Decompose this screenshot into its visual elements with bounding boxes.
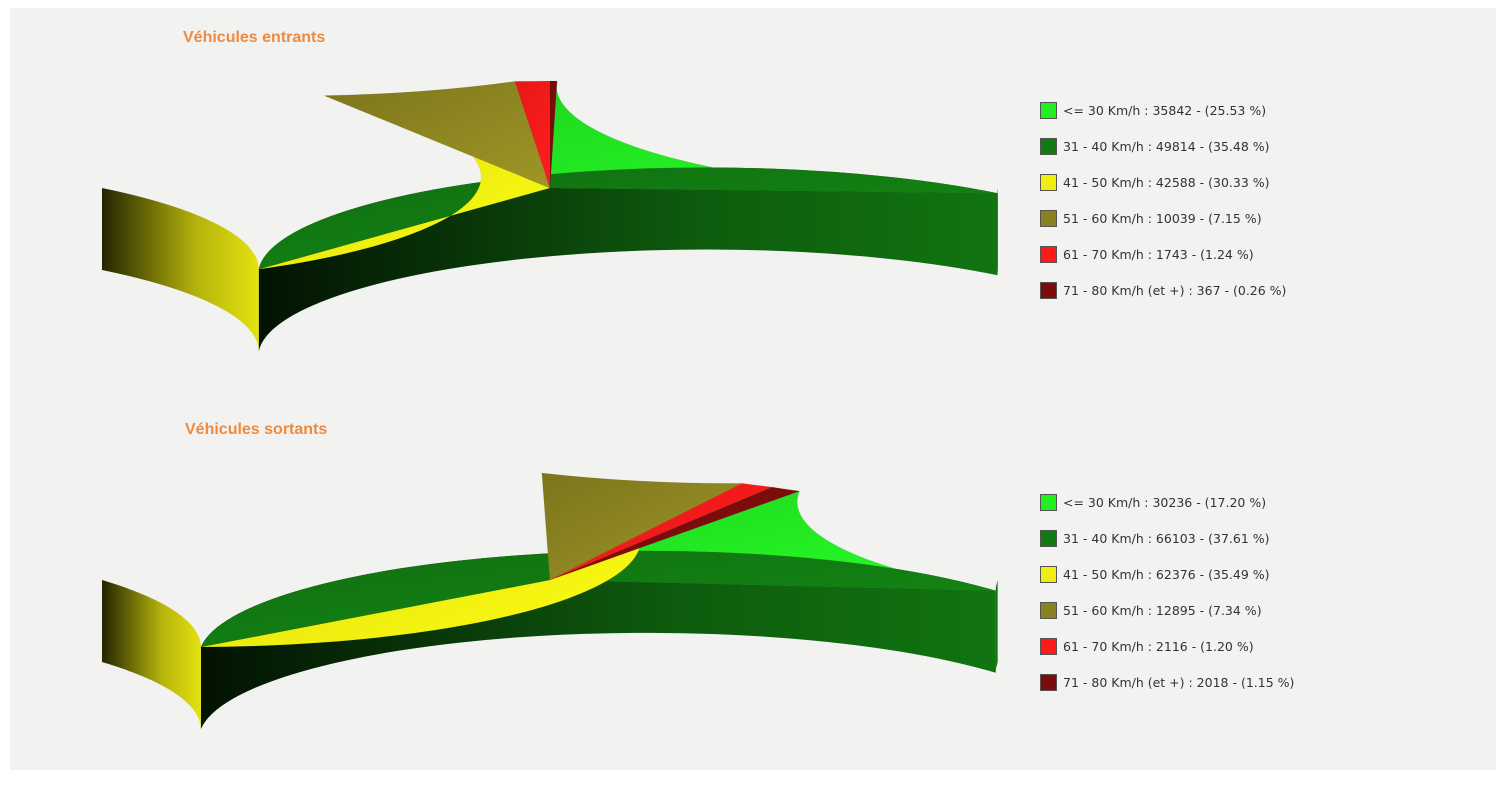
legend-item-0-0: <= 30 Km/h : 35842 - (25.53 %) <box>1040 92 1286 128</box>
legend-item-1-5: 71 - 80 Km/h (et +) : 2018 - (1.15 %) <box>1040 664 1294 700</box>
legend-swatch <box>1040 529 1057 547</box>
legend-label: 51 - 60 Km/h : 10039 - (7.15 %) <box>1063 210 1262 226</box>
legend-label: 41 - 50 Km/h : 62376 - (35.49 %) <box>1063 566 1270 582</box>
pie-chart-entrants <box>102 80 998 352</box>
legend-swatch <box>1040 493 1057 511</box>
pie-slice-1-4 <box>549 483 774 581</box>
pie-slice-1-1 <box>200 550 996 648</box>
legend-entrants: <= 30 Km/h : 35842 - (25.53 %) 31 - 40 Km… <box>1040 92 1286 308</box>
legend-swatch <box>1040 281 1057 299</box>
legend-swatch <box>1040 137 1057 155</box>
pie-slice-0-4 <box>514 80 551 189</box>
legend-item-0-1: 31 - 40 Km/h : 49814 - (35.48 %) <box>1040 128 1286 164</box>
legend-swatch <box>1040 245 1057 263</box>
legend-swatch <box>1040 637 1057 655</box>
legend-label: 41 - 50 Km/h : 42588 - (30.33 %) <box>1063 174 1270 190</box>
legend-item-0-2: 41 - 50 Km/h : 42588 - (30.33 %) <box>1040 164 1286 200</box>
pie-side-0-0 <box>997 188 998 276</box>
pie-slice-0-3 <box>324 80 551 189</box>
legend-item-0-3: 51 - 60 Km/h : 10039 - (7.15 %) <box>1040 200 1286 236</box>
pie-side-1-0 <box>995 580 998 673</box>
legend-label: 31 - 40 Km/h : 49814 - (35.48 %) <box>1063 138 1270 154</box>
pie-chart-sortants <box>102 472 998 730</box>
legend-item-1-1: 31 - 40 Km/h : 66103 - (37.61 %) <box>1040 520 1294 556</box>
legend-label: 61 - 70 Km/h : 2116 - (1.20 %) <box>1063 638 1254 654</box>
pie-slice-0-5 <box>549 80 558 189</box>
legend-item-1-0: <= 30 Km/h : 30236 - (17.20 %) <box>1040 484 1294 520</box>
legend-swatch <box>1040 173 1057 191</box>
legend-item-1-3: 51 - 60 Km/h : 12895 - (7.34 %) <box>1040 592 1294 628</box>
legend-label: 51 - 60 Km/h : 12895 - (7.34 %) <box>1063 602 1262 618</box>
legend-label: 71 - 80 Km/h (et +) : 367 - (0.26 %) <box>1063 282 1287 298</box>
chart-title-entrants: Véhicules entrants <box>183 29 326 46</box>
legend-item-0-5: 71 - 80 Km/h (et +) : 367 - (0.26 %) <box>1040 272 1286 308</box>
legend-label: <= 30 Km/h : 30236 - (17.20 %) <box>1063 494 1267 510</box>
pie-slice-1-5 <box>549 486 800 581</box>
pie-slice-1-3 <box>541 472 743 581</box>
legend-sortants: <= 30 Km/h : 30236 - (17.20 %) 31 - 40 Km… <box>1040 484 1294 700</box>
legend-item-1-4: 61 - 70 Km/h : 2116 - (1.20 %) <box>1040 628 1294 664</box>
legend-swatch <box>1040 209 1057 227</box>
pie-side-0-2 <box>102 188 259 352</box>
chart-title-sortants: Véhicules sortants <box>185 421 328 438</box>
legend-label: <= 30 Km/h : 35842 - (25.53 %) <box>1063 102 1267 118</box>
legend-label: 71 - 80 Km/h (et +) : 2018 - (1.15 %) <box>1063 674 1295 690</box>
legend-swatch <box>1040 673 1057 691</box>
legend-swatch <box>1040 601 1057 619</box>
pie-side-1-2 <box>102 580 201 730</box>
legend-label: 61 - 70 Km/h : 1743 - (1.24 %) <box>1063 246 1254 262</box>
legend-swatch <box>1040 101 1057 119</box>
chart-panel: Véhicules entrants <= 30 Km/h : 35842 - … <box>10 8 1496 770</box>
legend-item-1-2: 41 - 50 Km/h : 62376 - (35.49 %) <box>1040 556 1294 592</box>
legend-label: 31 - 40 Km/h : 66103 - (37.61 %) <box>1063 530 1270 546</box>
legend-swatch <box>1040 565 1057 583</box>
legend-item-0-4: 61 - 70 Km/h : 1743 - (1.24 %) <box>1040 236 1286 272</box>
